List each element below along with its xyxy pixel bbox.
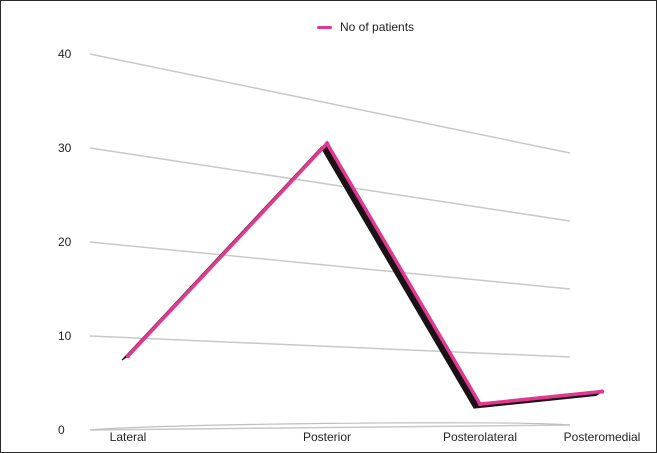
legend-label: No of patients (340, 20, 415, 34)
gridline (89, 241, 571, 290)
y-tick-label: 20 (58, 235, 72, 249)
baseline-curve (89, 422, 571, 431)
chart-legend: No of patients (317, 20, 414, 34)
x-axis-categories: Lateral Posterior Posterolateral Posteromed… (110, 430, 641, 444)
data-point (125, 353, 131, 359)
gridline (89, 147, 571, 222)
series-layer (121, 140, 605, 409)
y-tick-label: 10 (58, 329, 72, 343)
gridline (89, 53, 571, 154)
y-tick-label: 40 (58, 47, 72, 61)
grid-layer (89, 53, 571, 431)
x-category-label: Posteromedial (564, 430, 641, 444)
series-ribbon-segment (320, 142, 481, 409)
y-tick-label: 0 (58, 423, 65, 437)
x-category-label: Posterolateral (443, 430, 517, 444)
data-point (477, 401, 483, 407)
legend-swatch (317, 25, 332, 29)
series-line (126, 140, 604, 406)
y-axis-ticks: 0 10 20 30 40 (58, 47, 72, 437)
data-point (599, 389, 605, 394)
y-tick-label: 30 (58, 141, 72, 155)
x-category-label: Lateral (110, 430, 147, 444)
x-category-label: Posterior (303, 430, 351, 444)
gridline (89, 424, 571, 431)
data-point (324, 141, 330, 146)
gridline (89, 335, 571, 358)
